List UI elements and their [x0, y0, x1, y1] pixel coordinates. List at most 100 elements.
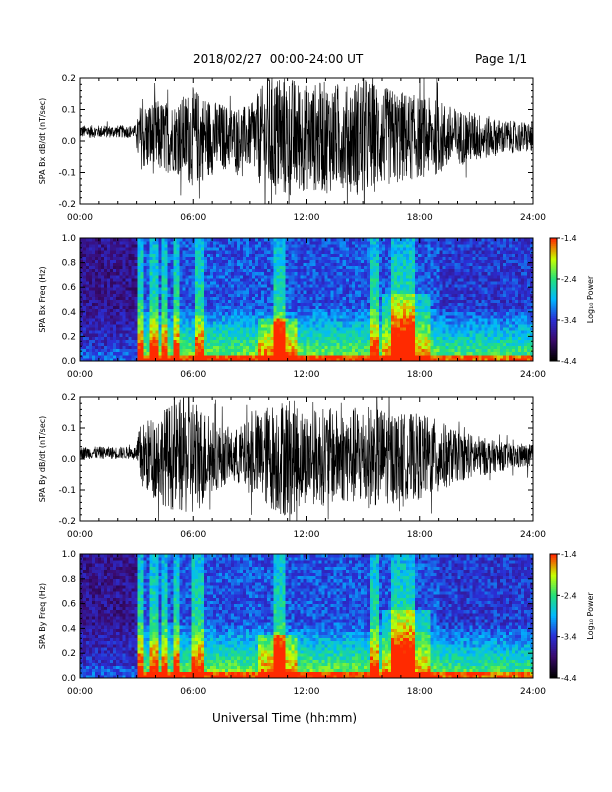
spectrogram-cell — [116, 281, 120, 285]
spectrogram-cell — [167, 299, 171, 303]
spectrogram-cell — [309, 311, 313, 316]
spectrogram-cell — [131, 330, 135, 334]
spectrogram-cell — [131, 299, 135, 303]
spectrogram-cell — [188, 296, 193, 300]
spectrogram-cell — [345, 247, 350, 251]
spectrogram-cell — [270, 274, 274, 279]
spectrogram-cell — [197, 262, 202, 267]
spectrogram-cell — [140, 241, 144, 245]
spectrogram-cell — [394, 299, 398, 303]
spectrogram-cell — [176, 345, 181, 350]
spectrogram-cell — [394, 256, 398, 260]
spectrogram-cell — [357, 302, 362, 307]
spectrogram-cell — [397, 290, 401, 294]
spectrogram-cell — [101, 302, 105, 307]
spectrogram-cell — [218, 247, 223, 251]
spectrogram-cell — [255, 238, 259, 242]
spectrogram-cell — [421, 284, 425, 288]
spectrogram-cell — [294, 324, 298, 328]
spectrogram-cell — [155, 287, 159, 291]
spectrogram-cell — [173, 345, 178, 350]
spectrogram-cell — [234, 308, 238, 313]
spectrogram-cell — [354, 256, 359, 260]
spectrogram-cell — [342, 317, 347, 322]
spectrogram-cell — [354, 339, 359, 343]
spectrogram-cell — [400, 302, 404, 307]
spectrogram-cell — [270, 330, 274, 334]
spectrogram-cell — [122, 354, 126, 359]
spectrogram-cell — [246, 262, 250, 267]
spectrogram-cell — [80, 268, 84, 273]
spectrogram-cell — [161, 296, 165, 300]
spectrogram-cell — [98, 259, 102, 263]
spectrogram-cell — [409, 345, 413, 350]
spectrogram-cell — [86, 339, 90, 343]
spectrogram-cell — [382, 274, 386, 279]
spectrogram-cell — [101, 277, 105, 282]
spectrogram-cell — [167, 271, 171, 276]
spectrogram-cell — [104, 238, 108, 242]
spectrogram-cell — [324, 305, 329, 310]
spectrogram-cell — [394, 321, 398, 325]
spectrogram-cell — [125, 238, 129, 242]
spectrogram-cell — [442, 321, 446, 325]
spectrogram-cell — [297, 296, 301, 300]
spectrogram-cell — [303, 357, 307, 362]
spectrogram-cell — [375, 333, 380, 337]
spectrogram-cell — [336, 348, 341, 353]
spectrogram-cell — [243, 244, 247, 248]
x-tick-label: 24:00 — [520, 213, 546, 223]
spectrogram-cell — [170, 268, 175, 273]
spectrogram-cell — [363, 274, 368, 279]
spectrogram-cell — [424, 259, 428, 263]
spectrogram-cell — [439, 238, 443, 242]
spectrogram-cell — [276, 253, 280, 257]
spectrogram-cell — [279, 311, 283, 316]
spectrogram-cell — [345, 321, 350, 325]
spectrogram-cell — [249, 284, 253, 288]
spectrogram-cell — [101, 348, 105, 353]
spectrogram-cell — [327, 274, 332, 279]
spectrogram-cell — [433, 253, 437, 257]
spectrogram-cell — [170, 244, 175, 248]
spectrogram-cell — [215, 253, 220, 257]
spectrogram-cell — [427, 302, 431, 307]
spectrogram-cell — [391, 265, 395, 270]
spectrogram-cell — [101, 311, 105, 316]
spectrogram-cell — [255, 244, 259, 248]
spectrogram-cell — [400, 262, 404, 267]
spectrogram-cell — [372, 357, 377, 362]
spectrogram-cell — [110, 305, 114, 310]
spectrogram-cell — [140, 247, 144, 251]
spectrogram-cell — [436, 321, 440, 325]
spectrogram-cell — [318, 339, 322, 343]
spectrogram-cell — [297, 244, 301, 248]
spectrogram-cell — [336, 327, 341, 331]
spectrogram-cell — [116, 321, 120, 325]
spectrogram-cell — [209, 314, 214, 319]
spectrogram-cell — [125, 339, 129, 343]
spectrogram-cell — [246, 351, 250, 356]
spectrogram-cell — [391, 308, 395, 313]
spectrogram-cell — [406, 244, 410, 248]
spectrogram-cell — [185, 277, 190, 282]
spectrogram-cell — [315, 314, 319, 319]
spectrogram-cell — [378, 308, 383, 313]
spectrogram-cell — [324, 296, 329, 300]
spectrogram-cell — [445, 351, 449, 356]
spectrogram-cell — [155, 311, 159, 316]
spectrogram-cell — [98, 268, 102, 273]
spectrogram-cell — [101, 265, 105, 270]
spectrogram-cell — [264, 259, 268, 263]
spectrogram-cell — [80, 287, 84, 291]
spectrogram-cell — [357, 324, 362, 328]
spectrogram-cell — [288, 238, 292, 242]
spectrogram-cell — [131, 253, 135, 257]
spectrogram-cell — [131, 290, 135, 294]
spectrogram-cell — [294, 348, 298, 353]
spectrogram-cell — [231, 250, 235, 254]
spectrogram-cell — [194, 299, 199, 303]
spectrogram-cell — [297, 277, 301, 282]
spectrogram-cell — [167, 244, 171, 248]
spectrogram-cell — [366, 305, 371, 310]
